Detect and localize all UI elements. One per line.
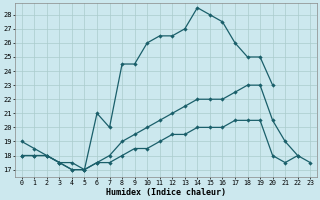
X-axis label: Humidex (Indice chaleur): Humidex (Indice chaleur) xyxy=(106,188,226,197)
